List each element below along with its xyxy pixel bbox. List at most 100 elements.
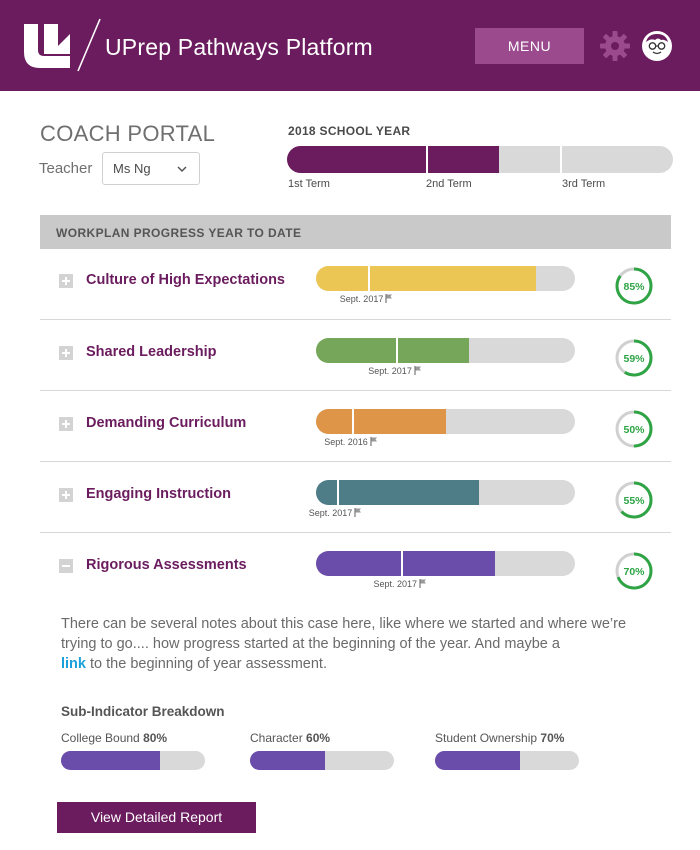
gear-icon[interactable] bbox=[600, 31, 630, 61]
baseline-marker bbox=[352, 409, 355, 434]
teacher-select-value: Ms Ng bbox=[113, 161, 151, 176]
expand-icon[interactable] bbox=[59, 417, 73, 431]
workplan-progress-fill bbox=[316, 338, 469, 363]
percent-ring-arc bbox=[615, 481, 653, 519]
view-detailed-report-button[interactable]: View Detailed Report bbox=[57, 802, 256, 833]
sub-indicator-title: Sub-Indicator Breakdown bbox=[61, 704, 225, 719]
teacher-label: Teacher bbox=[39, 160, 93, 177]
percent-ring: 55% bbox=[615, 481, 653, 519]
school-year-progress-fill bbox=[287, 146, 500, 173]
case-notes: There can be several notes about this ca… bbox=[61, 614, 651, 674]
sub-indicator-bar bbox=[61, 751, 205, 770]
menu-button[interactable]: MENU bbox=[475, 28, 584, 64]
baseline-marker-label: Sept. 2017 bbox=[368, 366, 422, 376]
term-label-3: 3rd Term bbox=[562, 178, 606, 190]
row-divider bbox=[40, 390, 671, 391]
term-label-2: 2nd Term bbox=[426, 178, 472, 190]
workplan-row-label[interactable]: Engaging Instruction bbox=[86, 486, 231, 502]
workplan-row-label[interactable]: Culture of High Expectations bbox=[86, 272, 285, 288]
percent-ring: 59% bbox=[615, 339, 653, 377]
baseline-marker-label: Sept. 2017 bbox=[340, 294, 394, 304]
percent-ring: 85% bbox=[615, 267, 653, 305]
chevron-down-icon bbox=[177, 166, 187, 173]
collapse-icon[interactable] bbox=[59, 559, 73, 573]
sub-indicator-label: Student Ownership 70% bbox=[435, 731, 564, 745]
notes-text: There can be several notes about this ca… bbox=[61, 616, 627, 652]
sub-indicator-value: 70% bbox=[540, 731, 565, 745]
workplan-header: WORKPLAN PROGRESS YEAR TO DATE bbox=[40, 215, 671, 249]
expand-icon[interactable] bbox=[59, 488, 73, 502]
baseline-date: Sept. 2017 bbox=[373, 579, 418, 589]
percent-ring-value: 85% bbox=[623, 281, 645, 293]
sub-indicator-bar bbox=[435, 751, 579, 770]
divider-slash-icon bbox=[77, 18, 101, 72]
percent-ring-value: 55% bbox=[623, 495, 645, 507]
workplan-progress-fill bbox=[316, 266, 537, 291]
row-divider bbox=[40, 532, 671, 533]
sub-indicator-name: Character bbox=[250, 731, 303, 745]
workplan-progress-bar bbox=[316, 338, 575, 363]
sub-indicator-value: 60% bbox=[306, 731, 331, 745]
baseline-date: Sept. 2016 bbox=[324, 437, 368, 447]
baseline-date: Sept. 2017 bbox=[339, 294, 384, 304]
app-header: UPrep Pathways Platform MENU bbox=[0, 0, 700, 91]
uprep-logo-icon[interactable] bbox=[24, 24, 70, 68]
workplan-progress-bar bbox=[316, 480, 575, 505]
avatar-icon[interactable] bbox=[641, 30, 673, 62]
baseline-marker-label: Sept. 2017 bbox=[373, 579, 427, 589]
row-divider bbox=[40, 461, 671, 462]
baseline-marker bbox=[336, 480, 339, 505]
flag-icon bbox=[385, 294, 393, 303]
percent-ring: 70% bbox=[615, 552, 653, 590]
sub-indicator-value: 80% bbox=[143, 731, 168, 745]
percent-ring-arc bbox=[615, 267, 653, 305]
baseline-marker-label: Sept. 2017 bbox=[309, 508, 363, 518]
workplan-row-label[interactable]: Shared Leadership bbox=[86, 344, 217, 360]
term-divider bbox=[426, 146, 428, 173]
flag-icon bbox=[354, 508, 362, 517]
percent-ring-arc bbox=[615, 552, 653, 590]
sub-indicator-bar bbox=[250, 751, 394, 770]
term-label-1: 1st Term bbox=[288, 178, 330, 190]
flag-icon bbox=[414, 366, 421, 375]
term-divider bbox=[560, 146, 562, 173]
school-year-progress bbox=[287, 146, 673, 173]
sub-indicator-name: College Bound bbox=[61, 731, 140, 745]
school-year-title: 2018 SCHOOL YEAR bbox=[288, 124, 411, 138]
percent-ring-arc bbox=[615, 410, 653, 448]
sub-indicator-name: Student Ownership bbox=[435, 731, 538, 745]
percent-ring-value: 50% bbox=[623, 424, 645, 436]
baseline-marker-label: Sept. 2016 bbox=[324, 437, 378, 447]
percent-ring-arc bbox=[615, 339, 653, 377]
workplan-progress-bar bbox=[316, 551, 575, 576]
percent-ring-value: 70% bbox=[623, 566, 645, 578]
sub-indicator-label: College Bound 80% bbox=[61, 731, 167, 745]
percent-ring-value: 59% bbox=[623, 353, 645, 365]
notes-text-after: to the beginning of year assessment. bbox=[85, 656, 327, 672]
workplan-progress-bar bbox=[316, 409, 575, 434]
teacher-select[interactable]: Ms Ng bbox=[102, 152, 200, 185]
app-title: UPrep Pathways Platform bbox=[105, 34, 373, 60]
page-title: COACH PORTAL bbox=[40, 121, 216, 146]
baseline-date: Sept. 2017 bbox=[308, 508, 353, 518]
baseline-marker bbox=[396, 338, 399, 363]
baseline-marker bbox=[401, 551, 404, 576]
workplan-row-label[interactable]: Rigorous Assessments bbox=[86, 557, 247, 573]
percent-ring: 50% bbox=[615, 410, 653, 448]
sub-indicator-label: Character 60% bbox=[250, 731, 330, 745]
baseline-marker bbox=[367, 266, 370, 291]
expand-icon[interactable] bbox=[59, 274, 73, 288]
sub-indicator-bar-fill bbox=[61, 751, 161, 770]
expand-icon[interactable] bbox=[59, 346, 73, 360]
flag-icon bbox=[370, 437, 377, 446]
workplan-progress-bar bbox=[316, 266, 575, 291]
assessment-link[interactable]: link bbox=[61, 656, 86, 672]
baseline-date: Sept. 2017 bbox=[368, 366, 412, 376]
workplan-row-label[interactable]: Demanding Curriculum bbox=[86, 415, 247, 431]
flag-icon bbox=[419, 579, 427, 588]
sub-indicator-bar-fill bbox=[435, 751, 520, 770]
workplan-progress-fill bbox=[316, 409, 446, 434]
workplan-progress-fill bbox=[316, 551, 495, 576]
workplan-progress-fill bbox=[316, 480, 480, 505]
sub-indicator-bar-fill bbox=[250, 751, 325, 770]
